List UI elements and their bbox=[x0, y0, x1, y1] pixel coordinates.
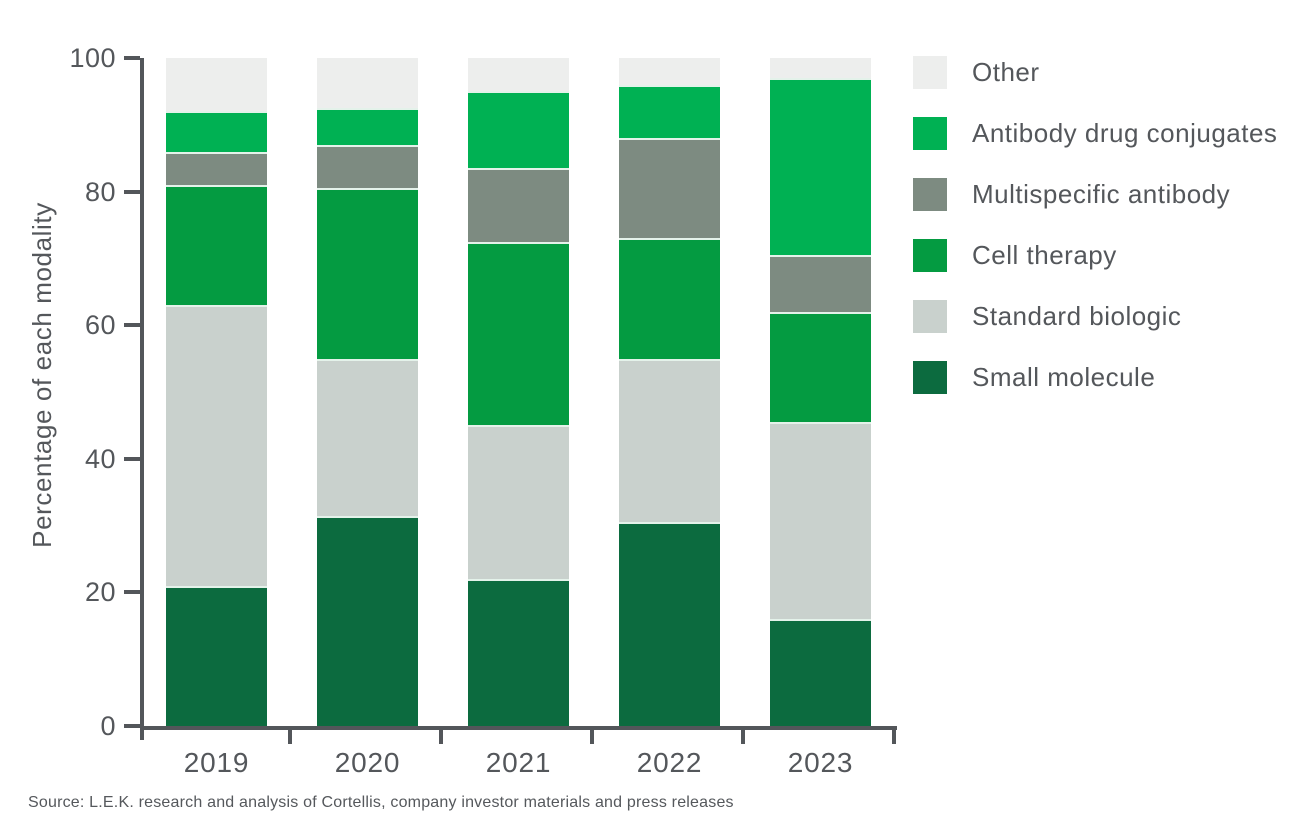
plot-area: 0 20 40 60 80 100 2019 2020 2021 2022 2023 bbox=[69, 43, 897, 778]
bar-segment-2023-small-molecule bbox=[770, 619, 871, 726]
bar-segment-2021-standard-biologic bbox=[468, 425, 569, 580]
legend-swatch-icon bbox=[913, 178, 947, 211]
bar-segment-2021-antibody-drug-conjugates bbox=[468, 91, 569, 169]
bar-segment-2019-other bbox=[166, 58, 267, 112]
x-tick-2 bbox=[590, 726, 594, 744]
x-tick-3 bbox=[741, 726, 745, 744]
legend-label: Other bbox=[972, 57, 1040, 87]
legend-swatch-icon bbox=[913, 300, 947, 333]
bar-segment-2019-multispecific-antibody bbox=[166, 151, 267, 185]
source-note: Source: L.E.K. research and analysis of … bbox=[28, 794, 734, 811]
legend-label: Antibody drug conjugates bbox=[972, 118, 1278, 148]
x-tick-0 bbox=[288, 726, 292, 744]
legend-label: Multispecific antibody bbox=[972, 179, 1231, 209]
x-axis-label-2022: 2022 bbox=[636, 747, 703, 778]
y-tick-label-40: 40 bbox=[84, 443, 116, 474]
legend-swatch-icon bbox=[913, 239, 947, 272]
legend-label: Small molecule bbox=[972, 362, 1156, 392]
y-tick-0 bbox=[124, 724, 140, 728]
bar-segment-2022-small-molecule bbox=[619, 522, 720, 726]
bar-segment-2023-antibody-drug-conjugates bbox=[770, 78, 871, 256]
x-tick-4 bbox=[892, 726, 896, 744]
y-tick-label-20: 20 bbox=[84, 577, 116, 608]
x-axis-label-2019: 2019 bbox=[183, 747, 250, 778]
legend-item-other: Other bbox=[913, 56, 1277, 89]
x-axis-label-2023: 2023 bbox=[787, 747, 854, 778]
legend-label: Cell therapy bbox=[972, 240, 1117, 270]
legend-item-antibody-drug-conjugates: Antibody drug conjugates bbox=[913, 117, 1277, 150]
bar-segment-2022-cell-therapy bbox=[619, 238, 720, 359]
x-axis-label-2021: 2021 bbox=[485, 747, 552, 778]
bar-segment-2023-standard-biologic bbox=[770, 422, 871, 620]
legend-label: Standard biologic bbox=[972, 301, 1182, 331]
x-tick-1 bbox=[439, 726, 443, 744]
y-tick-label-100: 100 bbox=[69, 43, 116, 73]
y-tick-label-0: 0 bbox=[100, 711, 116, 741]
bar-segment-2020-antibody-drug-conjugates bbox=[317, 108, 418, 145]
bar-segment-2020-small-molecule bbox=[317, 515, 418, 726]
y-tick-20 bbox=[124, 590, 140, 595]
x-axis-label-2020: 2020 bbox=[334, 747, 401, 778]
bar-segment-2021-cell-therapy bbox=[468, 241, 569, 426]
legend-item-multispecific-antibody: Multispecific antibody bbox=[913, 178, 1277, 211]
bar-segment-2020-other bbox=[317, 58, 418, 109]
y-tick-60 bbox=[124, 323, 140, 328]
y-tick-80 bbox=[124, 189, 140, 194]
bar-segment-2020-cell-therapy bbox=[317, 188, 418, 359]
bar-segment-2021-multispecific-antibody bbox=[468, 168, 569, 242]
legend-item-cell-therapy: Cell therapy bbox=[913, 239, 1277, 272]
y-tick-label-80: 80 bbox=[84, 176, 116, 207]
y-axis-title: Percentage of each modality bbox=[27, 202, 57, 548]
legend-swatch-icon bbox=[913, 361, 947, 394]
bar-segment-2020-multispecific-antibody bbox=[317, 144, 418, 189]
x-axis-line bbox=[140, 726, 897, 730]
legend-item-standard-biologic: Standard biologic bbox=[913, 300, 1277, 333]
y-tick-100 bbox=[124, 56, 140, 60]
bar-segment-2022-other bbox=[619, 58, 720, 85]
bar-segment-2021-small-molecule bbox=[468, 579, 569, 726]
bar-segment-2022-standard-biologic bbox=[619, 358, 720, 523]
bar-segment-2020-standard-biologic bbox=[317, 358, 418, 516]
bar-segment-2023-other bbox=[770, 58, 871, 79]
bar-segment-2021-other bbox=[468, 58, 569, 92]
legend-swatch-icon bbox=[913, 56, 947, 89]
legend-item-small-molecule: Small molecule bbox=[913, 361, 1277, 394]
bar-segment-2022-antibody-drug-conjugates bbox=[619, 84, 720, 139]
bar-segment-2023-cell-therapy bbox=[770, 311, 871, 423]
legend: Other Antibody drug conjugates Multispecif… bbox=[913, 56, 1277, 394]
bar-segment-2019-antibody-drug-conjugates bbox=[166, 111, 267, 152]
legend-swatch-icon bbox=[913, 117, 947, 150]
y-axis-line bbox=[140, 58, 144, 740]
y-tick-label-60: 60 bbox=[84, 310, 116, 341]
bar-segment-2022-multispecific-antibody bbox=[619, 138, 720, 239]
bar-segment-2019-standard-biologic bbox=[166, 305, 267, 586]
bar-segment-2019-small-molecule bbox=[166, 585, 267, 726]
y-tick-40 bbox=[124, 456, 140, 461]
bar-segment-2023-multispecific-antibody bbox=[770, 255, 871, 312]
bar-segment-2019-cell-therapy bbox=[166, 184, 267, 306]
